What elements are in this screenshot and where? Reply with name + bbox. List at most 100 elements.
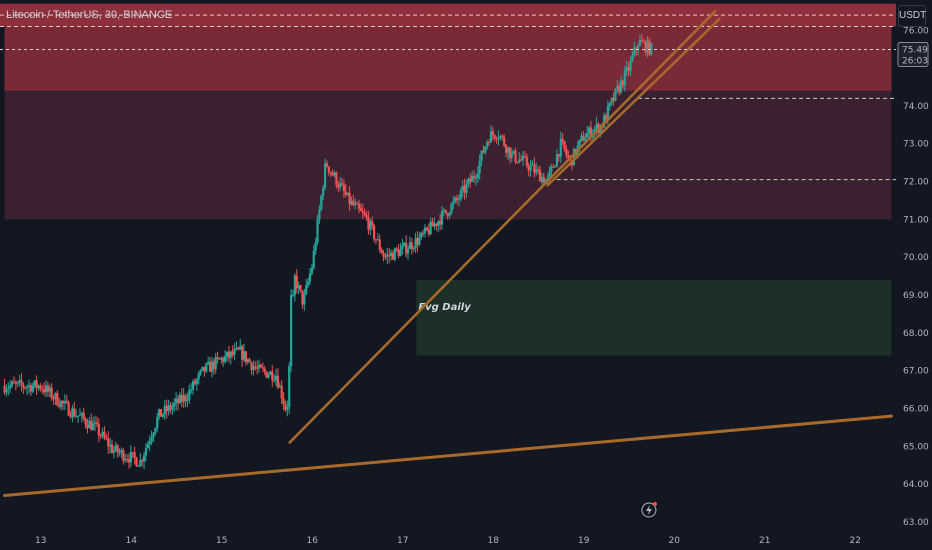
candle-body (331, 172, 334, 176)
currency-button[interactable]: USDT (898, 5, 926, 27)
candle-body (116, 445, 119, 453)
candle-body (295, 275, 298, 289)
candle-body (540, 176, 543, 182)
trendline-0[interactable] (3, 414, 893, 498)
candle-body (455, 197, 459, 200)
candle-body (546, 177, 549, 180)
candle-body (450, 204, 453, 214)
candle-body (616, 86, 619, 89)
candle-body (389, 252, 393, 256)
candle-body (650, 43, 653, 55)
candle-body (171, 406, 174, 410)
candle-body (363, 212, 366, 216)
candle-body (337, 185, 340, 188)
candle-body (244, 351, 247, 363)
candle-body (203, 366, 206, 372)
candle-body (589, 127, 593, 138)
candle-body (135, 457, 138, 467)
candle-body (527, 165, 530, 171)
candle-body (386, 254, 389, 257)
candle-body (584, 137, 587, 141)
candle-body (506, 147, 510, 153)
candle-body (376, 239, 379, 241)
zone-resistance-lower (4, 90, 892, 220)
candle-body (327, 166, 330, 173)
y-tick-label: 69.00 (903, 291, 929, 301)
candle-body (393, 248, 396, 260)
candle-body (314, 242, 317, 251)
candle-body (435, 223, 438, 226)
candle-body (176, 398, 180, 404)
candle-body (224, 356, 227, 363)
candle-body (555, 154, 559, 167)
candle-body (495, 138, 498, 140)
candle-body (635, 47, 638, 49)
candle-body (346, 192, 349, 196)
x-tick-label: 16 (307, 536, 319, 546)
candle-body (548, 171, 551, 178)
candle-body (308, 273, 312, 282)
candle-body (142, 455, 146, 462)
candle-body (608, 102, 611, 106)
candle-body (207, 361, 210, 364)
trendline-1[interactable] (288, 10, 717, 444)
candle-body (606, 105, 609, 120)
candle-body (320, 195, 323, 210)
candle-body (124, 459, 127, 461)
candle-body (612, 98, 615, 101)
candle-body (278, 385, 281, 388)
candle-body (463, 185, 466, 193)
candle-body (427, 229, 430, 235)
candle-body (433, 223, 436, 227)
candle-body (348, 192, 351, 205)
lightning-icon[interactable] (641, 502, 657, 518)
candle-body (420, 232, 423, 238)
candle-body (235, 347, 238, 350)
symbol-title: Litecoin / TetherUS, 30, BINANCE (6, 9, 173, 21)
y-tick-label: 68.00 (903, 329, 929, 339)
candle-body (484, 146, 487, 153)
candle-body (197, 373, 200, 380)
candle-body (16, 381, 19, 384)
candle-body (229, 351, 232, 358)
candle-body (593, 129, 596, 134)
candle-body (56, 393, 59, 406)
x-tick-label: 22 (850, 536, 861, 546)
candle-body (26, 386, 29, 389)
y-tick-label: 73.00 (903, 140, 929, 150)
candle-body (222, 358, 225, 363)
candle-body (342, 184, 346, 192)
candle-body (165, 406, 168, 412)
candle-body (523, 156, 527, 158)
candle-body (150, 437, 153, 442)
candle-body (76, 415, 80, 417)
y-tick-label: 72.00 (903, 178, 929, 188)
candle-body (73, 408, 76, 417)
lightning-glyph (645, 505, 652, 515)
candle-body (242, 351, 246, 360)
candle-body (486, 142, 489, 147)
candle-body (310, 267, 313, 274)
candle-body (109, 444, 112, 447)
candle-body (263, 368, 266, 372)
candle-body (501, 136, 504, 138)
trendline-2[interactable] (546, 17, 721, 187)
candle-body (580, 135, 583, 140)
candle-body (103, 431, 106, 438)
candle-body (299, 285, 302, 291)
candle-body (318, 209, 321, 220)
candle-body (312, 250, 315, 268)
candle-body (273, 380, 276, 382)
candle-body (403, 242, 406, 246)
candle-body (33, 380, 36, 386)
time-axis (0, 522, 896, 550)
y-tick-label: 71.00 (903, 215, 929, 225)
candle-body (7, 388, 10, 390)
candle-body (190, 389, 193, 391)
zone-fvg-daily (416, 279, 892, 356)
candle-body (44, 385, 48, 393)
candle-body (193, 381, 197, 385)
candle-body (67, 402, 70, 416)
